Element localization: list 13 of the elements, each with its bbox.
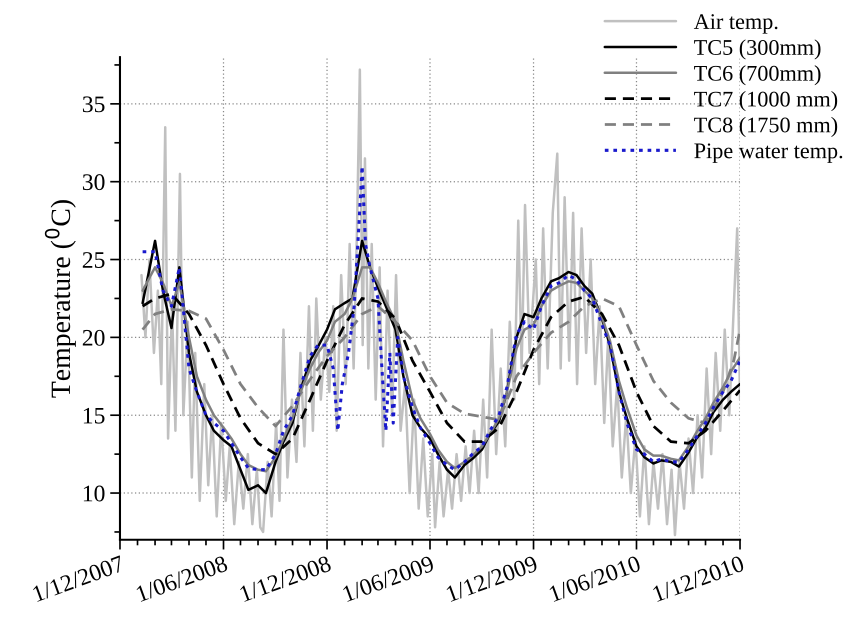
- y-tick-label: 10: [84, 486, 104, 502]
- legend-label: TC6 (700mm): [694, 65, 820, 86]
- y-axis-title: Temperature ($^{0}$C): [44, 200, 76, 398]
- legend-label: TC8 (1750 mm): [694, 116, 838, 137]
- legend-label: Pipe water temp.: [694, 143, 842, 163]
- y-tick-label: 35: [82, 96, 104, 112]
- legend-label: TC5 (300mm): [694, 39, 820, 60]
- legend-label: Air temp.: [694, 14, 778, 34]
- y-tick-label: 20: [82, 330, 104, 346]
- y-tick-label: 30: [82, 174, 104, 190]
- y-tick-label: 15: [84, 408, 104, 424]
- legend-label: TC7 (1000 mm): [694, 91, 838, 112]
- y-tick-label: 25: [82, 252, 104, 268]
